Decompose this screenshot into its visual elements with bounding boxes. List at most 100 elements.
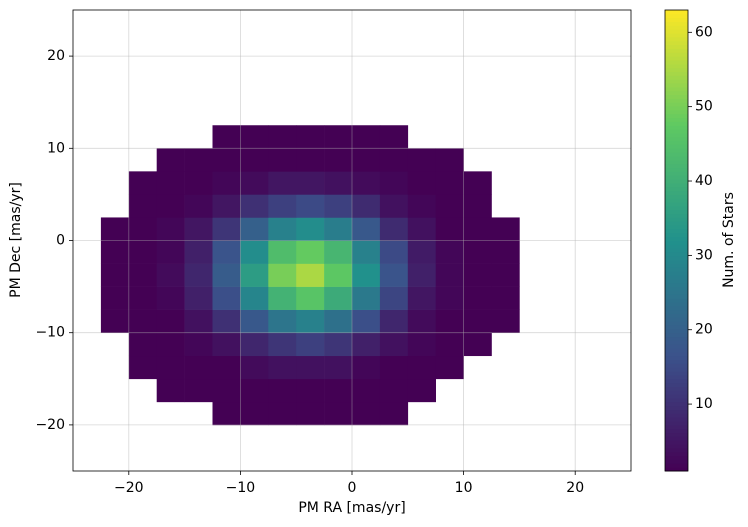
histogram-cell xyxy=(379,194,409,218)
histogram-cell xyxy=(240,378,269,403)
histogram-cell xyxy=(184,309,213,333)
histogram-cell xyxy=(100,309,130,333)
colorbar-segment xyxy=(665,317,688,322)
colorbar-segment xyxy=(665,344,688,349)
histogram-cell xyxy=(128,217,157,241)
histogram-cell xyxy=(407,263,436,287)
histogram-cell xyxy=(324,263,353,287)
histogram-cell xyxy=(324,148,353,172)
histogram-cell xyxy=(296,125,325,149)
colorbar-segment xyxy=(665,56,688,61)
histogram-cell xyxy=(268,355,297,380)
colorbar-segment xyxy=(665,467,688,472)
histogram-cell xyxy=(296,194,325,218)
colorbar-segment xyxy=(665,21,688,26)
x-tick-label: 20 xyxy=(566,480,584,496)
histogram-cell xyxy=(240,286,269,310)
colorbar-segment xyxy=(665,48,688,53)
histogram-cell xyxy=(128,171,157,195)
histogram-cell xyxy=(268,217,297,241)
histogram-cell xyxy=(128,332,157,357)
colorbar-segment xyxy=(665,59,688,65)
colorbar-segment xyxy=(665,255,688,261)
colorbar-tick-label: 20 xyxy=(695,322,713,338)
histogram-cell xyxy=(212,194,241,218)
histogram-cell xyxy=(379,332,409,357)
colorbar-segment xyxy=(665,182,688,188)
histogram-cell xyxy=(352,194,381,218)
colorbar-tick-label: 30 xyxy=(695,247,713,263)
colorbar-segment xyxy=(665,25,688,30)
histogram-cell xyxy=(435,263,464,287)
histogram-cell xyxy=(463,171,492,195)
y-tick-label: 10 xyxy=(47,140,65,156)
colorbar-segment xyxy=(665,451,688,457)
colorbar-segment xyxy=(665,325,688,330)
histogram-cell xyxy=(463,240,492,264)
colorbar-segment xyxy=(665,90,688,96)
histogram-cell xyxy=(268,332,297,357)
histogram-cell xyxy=(156,332,185,357)
histogram-cell xyxy=(296,240,325,264)
histogram-cell xyxy=(407,355,436,380)
colorbar-segment xyxy=(665,132,688,138)
colorbar-label: Num. of Stars xyxy=(721,192,737,288)
colorbar-segment xyxy=(665,136,688,142)
colorbar-segment xyxy=(665,75,688,80)
histogram-cell xyxy=(324,355,353,380)
colorbar-segment xyxy=(665,186,688,192)
histogram-cell xyxy=(184,286,213,310)
histogram-cell xyxy=(352,401,381,426)
x-tick-label: 0 xyxy=(348,480,357,496)
colorbar-segment xyxy=(665,221,688,226)
histogram-cell xyxy=(240,217,269,241)
colorbar-segment xyxy=(665,301,688,307)
histogram-cell xyxy=(100,217,130,241)
histogram-cell xyxy=(491,217,520,241)
histogram-cell xyxy=(268,148,297,172)
colorbar-segment xyxy=(665,82,688,88)
histogram-cell xyxy=(184,378,213,403)
colorbar-segment xyxy=(665,36,688,42)
colorbar-segment xyxy=(665,440,688,445)
histogram-cell xyxy=(268,240,297,264)
colorbar-segment xyxy=(665,398,688,403)
colorbar-tick-label: 50 xyxy=(695,99,713,115)
histogram-cell xyxy=(324,240,353,264)
histogram-cell xyxy=(240,148,269,172)
histogram-cell xyxy=(379,171,409,195)
colorbar-segment xyxy=(665,321,688,326)
colorbar-segment xyxy=(665,278,688,284)
colorbar-tick-label: 60 xyxy=(695,24,713,40)
histogram-cell xyxy=(296,263,325,287)
histogram-cell xyxy=(296,148,325,172)
histogram-cell xyxy=(156,171,185,195)
histogram-cell xyxy=(156,240,185,264)
colorbar-segment xyxy=(665,171,688,176)
histogram-cell xyxy=(435,240,464,264)
histogram-cell xyxy=(407,240,436,264)
histogram-cell xyxy=(212,240,241,264)
colorbar-segment xyxy=(665,444,688,449)
colorbar-segment xyxy=(665,271,688,276)
colorbar-segment xyxy=(665,275,688,280)
colorbar-segment xyxy=(665,382,688,387)
colorbar-segment xyxy=(665,378,688,384)
colorbar-segment xyxy=(665,33,688,38)
colorbar-segment xyxy=(665,167,688,172)
colorbar-segment xyxy=(665,386,688,391)
colorbar-segment xyxy=(665,428,688,434)
histogram-cell xyxy=(128,309,157,333)
histogram-cell xyxy=(352,148,381,172)
histogram-cell xyxy=(324,171,353,195)
histogram-cell xyxy=(296,217,325,241)
histogram-cell xyxy=(240,401,269,426)
colorbar-segment xyxy=(665,129,688,134)
colorbar-segment xyxy=(665,86,688,92)
colorbar-segment xyxy=(665,367,688,372)
histogram-cell xyxy=(268,171,297,195)
histogram-cell xyxy=(184,263,213,287)
colorbar-segment xyxy=(665,213,688,218)
colorbar-segment xyxy=(665,252,688,257)
